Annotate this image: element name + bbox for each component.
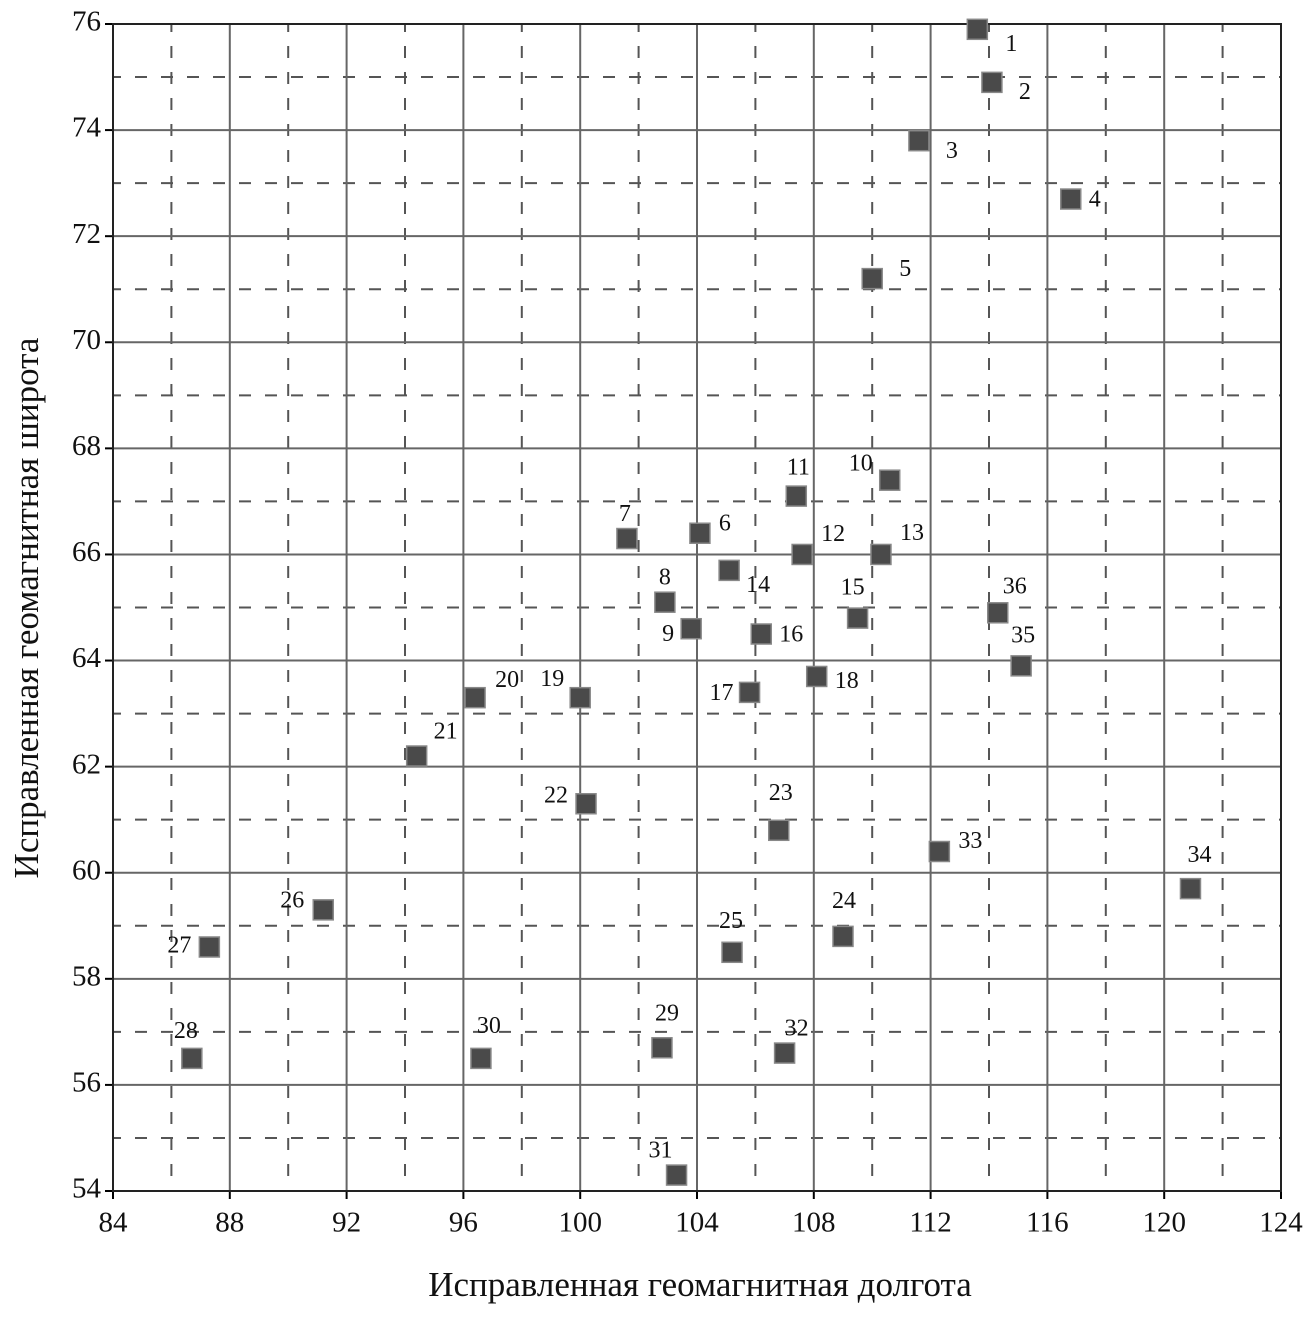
point-label: 32 — [785, 1016, 809, 1042]
point — [773, 1042, 796, 1064]
point — [1179, 877, 1202, 900]
x-tick-label: 104 — [675, 1207, 719, 1239]
point — [768, 819, 790, 842]
point-label: 22 — [544, 782, 568, 808]
point — [908, 129, 930, 152]
point — [181, 1047, 203, 1070]
point-label: 26 — [280, 887, 304, 913]
point-label: 2 — [1019, 79, 1031, 105]
point-label: 36 — [1003, 573, 1027, 599]
y-tick-label: 64 — [72, 642, 102, 674]
point — [878, 469, 901, 491]
y-tick-label: 74 — [72, 112, 102, 144]
y-tick-label: 66 — [72, 536, 101, 568]
point-label: 34 — [1187, 842, 1211, 868]
point-label: 1 — [1005, 31, 1017, 57]
point-label: 19 — [540, 666, 564, 692]
point-label: 25 — [719, 908, 743, 934]
x-tick-label: 108 — [792, 1207, 836, 1239]
point — [987, 602, 1009, 624]
x-axis-title: Исправленная геомагнитная долгота — [428, 1265, 972, 1304]
point-label: 13 — [900, 520, 924, 546]
point-label: 3 — [946, 138, 958, 164]
point-label: 30 — [477, 1013, 501, 1039]
point — [575, 793, 597, 815]
point-label: 35 — [1011, 622, 1035, 648]
y-tick-label: 54 — [72, 1173, 102, 1205]
y-tick-label: 72 — [72, 218, 101, 250]
point — [569, 686, 591, 709]
point — [1060, 188, 1082, 210]
y-tick-label: 56 — [72, 1067, 101, 1099]
y-axis-title: Исправленная геомагнитная широта — [7, 337, 46, 878]
x-tick-label: 88 — [215, 1207, 244, 1239]
x-tick-label: 92 — [332, 1207, 361, 1239]
point — [689, 522, 711, 544]
point — [981, 71, 1003, 94]
point-label: 7 — [619, 501, 631, 527]
x-tick-label: 84 — [99, 1207, 129, 1239]
point — [680, 617, 702, 640]
point-label: 4 — [1089, 187, 1101, 213]
point — [966, 18, 989, 41]
point — [870, 543, 892, 566]
point-label: 6 — [719, 511, 731, 537]
y-tick-label: 62 — [72, 748, 101, 780]
y-tick-label: 70 — [72, 324, 101, 356]
point-label: 31 — [649, 1138, 673, 1164]
point-label: 24 — [832, 888, 856, 914]
point — [616, 527, 638, 550]
x-tick-label: 112 — [909, 1207, 951, 1239]
point — [665, 1164, 688, 1186]
point-label: 20 — [495, 667, 519, 693]
y-tick-label: 68 — [72, 430, 101, 462]
point-label: 16 — [779, 622, 803, 648]
point — [198, 936, 221, 958]
x-tick-label: 120 — [1142, 1207, 1186, 1239]
point — [654, 591, 676, 613]
point-label: 17 — [710, 680, 734, 706]
point-label: 21 — [434, 719, 458, 745]
point — [470, 1047, 492, 1070]
point-label: 10 — [849, 451, 873, 477]
point-label: 5 — [899, 256, 911, 282]
y-tick-label: 58 — [72, 960, 101, 992]
point-label: 15 — [841, 575, 865, 601]
point — [846, 607, 869, 629]
point — [805, 665, 828, 688]
point-label: 9 — [662, 621, 674, 647]
point-label: 12 — [821, 521, 845, 547]
point — [721, 941, 743, 964]
point — [651, 1037, 673, 1059]
point-label: 33 — [958, 828, 982, 854]
point — [750, 623, 772, 645]
point-label: 23 — [769, 780, 793, 806]
x-tick-label: 100 — [558, 1207, 602, 1239]
point-label: 28 — [174, 1018, 198, 1044]
y-tick-label: 60 — [72, 854, 101, 886]
point — [718, 559, 740, 582]
x-tick-label: 96 — [449, 1207, 478, 1239]
point — [928, 840, 951, 863]
point — [832, 925, 854, 948]
x-tick-label: 116 — [1026, 1207, 1068, 1239]
point — [1010, 655, 1032, 677]
point-label: 14 — [746, 572, 770, 598]
point — [405, 745, 428, 767]
y-tick-label: 76 — [72, 6, 101, 38]
point — [464, 686, 486, 709]
point — [785, 485, 808, 507]
point — [861, 267, 883, 290]
point-label: 18 — [835, 668, 859, 694]
point — [738, 681, 761, 704]
plot-frame — [112, 23, 1282, 1192]
point — [312, 899, 334, 921]
point-label: 27 — [167, 932, 191, 958]
point — [791, 543, 813, 566]
x-tick-label: 124 — [1259, 1207, 1303, 1239]
point-label: 29 — [655, 1000, 679, 1026]
point-label: 11 — [787, 455, 810, 481]
point-label: 8 — [659, 565, 671, 591]
